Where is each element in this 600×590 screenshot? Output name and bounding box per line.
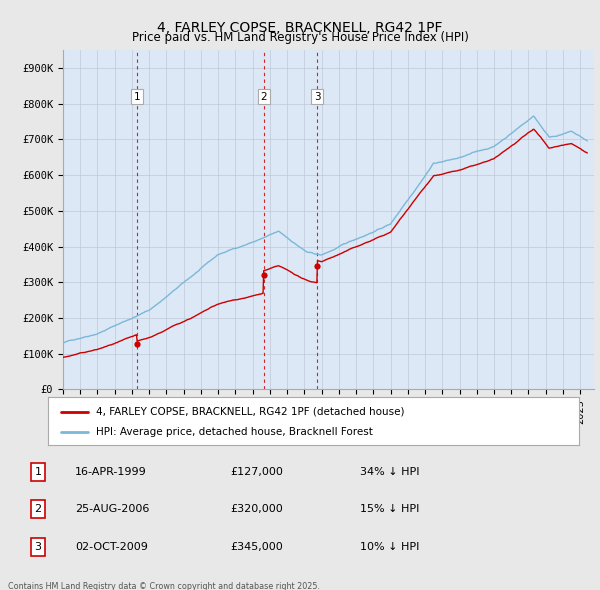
Text: Price paid vs. HM Land Registry's House Price Index (HPI): Price paid vs. HM Land Registry's House … xyxy=(131,31,469,44)
Text: 1: 1 xyxy=(35,467,41,477)
Text: HPI: Average price, detached house, Bracknell Forest: HPI: Average price, detached house, Brac… xyxy=(96,427,373,437)
Text: 4, FARLEY COPSE, BRACKNELL, RG42 1PF (detached house): 4, FARLEY COPSE, BRACKNELL, RG42 1PF (de… xyxy=(96,407,404,417)
Text: 1: 1 xyxy=(134,91,140,101)
Text: 16-APR-1999: 16-APR-1999 xyxy=(75,467,147,477)
Text: 15% ↓ HPI: 15% ↓ HPI xyxy=(360,504,419,514)
Text: 25-AUG-2006: 25-AUG-2006 xyxy=(75,504,149,514)
Text: 34% ↓ HPI: 34% ↓ HPI xyxy=(360,467,419,477)
Text: 2: 2 xyxy=(260,91,267,101)
Text: 02-OCT-2009: 02-OCT-2009 xyxy=(75,542,148,552)
Text: 10% ↓ HPI: 10% ↓ HPI xyxy=(360,542,419,552)
Text: £320,000: £320,000 xyxy=(230,504,283,514)
Text: 2: 2 xyxy=(34,504,41,514)
Text: 3: 3 xyxy=(314,91,320,101)
Text: 4, FARLEY COPSE, BRACKNELL, RG42 1PF: 4, FARLEY COPSE, BRACKNELL, RG42 1PF xyxy=(157,21,443,35)
Text: £127,000: £127,000 xyxy=(230,467,283,477)
Text: Contains HM Land Registry data © Crown copyright and database right 2025.
This d: Contains HM Land Registry data © Crown c… xyxy=(8,582,320,590)
Text: £345,000: £345,000 xyxy=(230,542,283,552)
Text: 3: 3 xyxy=(35,542,41,552)
